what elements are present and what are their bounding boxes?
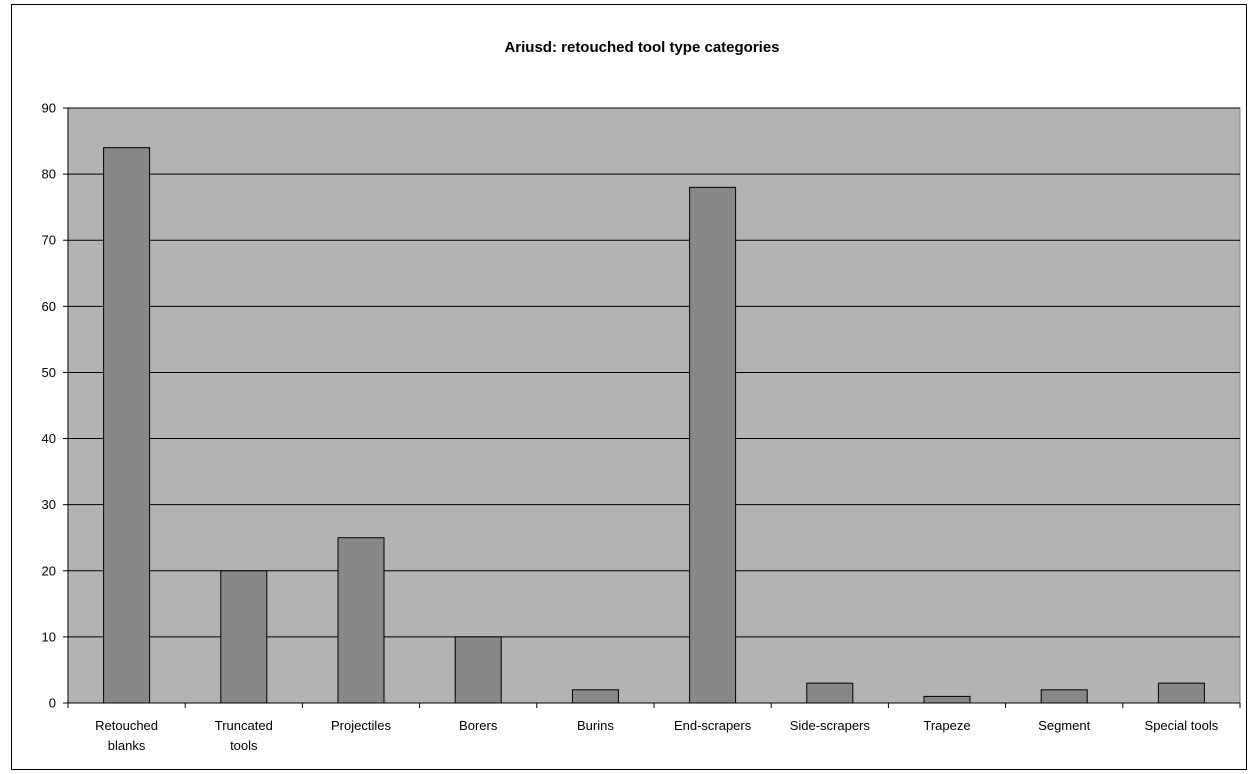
- y-tick-label: 60: [42, 299, 56, 314]
- bar: [571, 689, 619, 704]
- y-tick-label: 50: [42, 365, 56, 380]
- chart-title: Ariusd: retouched tool type categories: [504, 39, 779, 56]
- x-category-label: Retouched: [95, 718, 158, 733]
- plot-area: 0 10 20 30 40 50 60 70 80 90 Retouched blanks Trunca…: [42, 101, 1241, 753]
- bar: [454, 636, 502, 704]
- x-category-label: Truncated: [215, 718, 273, 733]
- bar: [103, 147, 151, 704]
- bar: [1040, 689, 1088, 704]
- y-tick-label: 70: [42, 233, 56, 248]
- bar: [689, 186, 737, 704]
- y-tick-label: 10: [42, 629, 56, 644]
- x-category-label: Segment: [1038, 718, 1090, 733]
- x-category-label: End-scrapers: [674, 718, 752, 733]
- x-category-label: tools: [230, 738, 258, 753]
- x-category-label: Burins: [577, 718, 614, 733]
- y-tick-label: 90: [42, 101, 56, 116]
- bar: [220, 570, 268, 704]
- bar: [806, 682, 854, 704]
- y-tick-label: 20: [42, 563, 56, 578]
- x-category-label: Trapeze: [923, 718, 970, 733]
- x-category-label: Side-scrapers: [790, 718, 871, 733]
- bar: [1157, 682, 1205, 704]
- x-category-label: Special tools: [1145, 718, 1219, 733]
- bar: [923, 695, 971, 704]
- y-tick-label: 80: [42, 167, 56, 182]
- y-tick-label: 40: [42, 431, 56, 446]
- x-category-label: Projectiles: [331, 718, 391, 733]
- bar: [337, 537, 385, 704]
- x-category-label: Borers: [459, 718, 498, 733]
- y-tick-label: 0: [49, 696, 56, 711]
- x-category-label: blanks: [108, 738, 146, 753]
- y-tick-label: 30: [42, 497, 56, 512]
